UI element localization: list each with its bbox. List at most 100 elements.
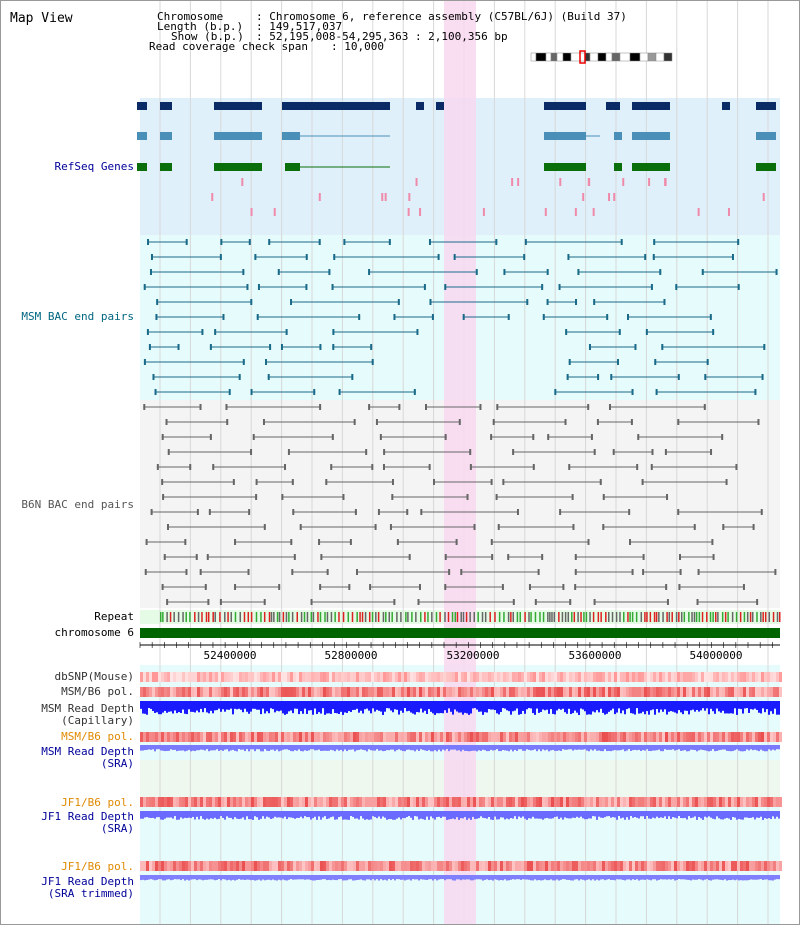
b6n-bac-end [466,494,469,500]
track-label-jf1-depth-sra[interactable]: JF1 Read Depth [41,810,134,823]
jf1-sra-depth-bar [486,811,488,819]
pol-cell [356,861,359,871]
pol-cell [410,861,413,871]
msm-sra-depth-bar [474,745,476,751]
msm-capillary-depth-bar [692,701,694,710]
pol-cell [710,732,713,742]
jf1-trimmed-depth-bar [470,875,472,881]
track-label-b6n-bac[interactable]: B6N BAC end pairs [21,498,134,511]
msm-capillary-depth-bar [696,701,698,710]
msm-capillary-depth-bar [436,701,438,714]
refseq-mark [250,208,253,216]
pol-cell [404,861,407,871]
jf1-sra-depth-bar [730,811,732,820]
jf1-sra-depth-bar [710,811,712,818]
msm-sra-depth-bar [298,745,300,750]
dbsnp-cell [557,672,560,682]
track-label-msm-depth-sra[interactable]: MSM Read Depth [41,745,134,758]
b6n-bac-end [479,404,482,410]
msm-bac-end [565,329,568,335]
jf1-trimmed-depth-bar [668,875,670,880]
msm-sra-depth-bar [194,745,196,752]
repeat-element [415,612,417,622]
pol-cell [431,797,434,807]
refseq-transcript [214,132,262,140]
msm-capillary-depth-bar [520,701,522,715]
msm-bac-end [763,344,766,350]
track-label-msm-b6-pol[interactable]: MSM/B6 pol. [61,685,134,698]
msm-sra-depth-bar [648,745,650,751]
track-label-dbsnp[interactable]: dbSNP(Mouse) [54,670,134,683]
pol-cell [161,797,164,807]
pol-cell [650,687,653,697]
msm-sra-depth-bar [592,745,594,751]
track-label-msm-bac[interactable]: MSM BAC end pairs [21,310,134,323]
jf1-sra-depth-bar [238,811,240,820]
b6n-bac-end [291,479,294,485]
jf1-trimmed-depth-bar [176,875,178,880]
pol-cell [635,732,638,742]
jf1-trimmed-depth-bar [558,875,560,881]
jf1-trimmed-depth-bar [300,875,302,880]
repeat-element [407,612,409,622]
jf1-sra-depth-bar [606,811,608,817]
msm-sra-depth-bar [218,745,220,751]
pol-cell [221,687,224,697]
pol-cell [686,797,689,807]
msm-sra-depth-bar [212,745,214,751]
dbsnp-cell [650,672,653,682]
msm-sra-depth-bar [280,745,282,751]
jf1-trimmed-depth-bar [352,875,354,881]
jf1-sra-depth-bar [140,811,142,819]
pol-cell [572,797,575,807]
track-label-repeat[interactable]: Repeat [94,610,134,623]
refseq-mark [608,193,611,201]
jf1-sra-depth-bar [534,811,536,819]
msm-sra-depth-bar [510,745,512,750]
track-label-jf1-depth-trimmed[interactable]: JF1 Read Depth [41,875,134,888]
b6n-bac-end [641,479,644,485]
pol-cell [776,687,779,697]
msm-sra-depth-bar [514,745,516,750]
msm-sra-depth-bar [602,745,604,752]
msm-capillary-depth-bar [298,701,300,715]
msm-capillary-depth-bar [466,701,468,714]
msm-capillary-depth-bar [440,701,442,714]
track-label-msm-depth-capillary[interactable]: MSM Read Depth [41,702,134,715]
pol-cell [323,861,326,871]
refseq-gene [416,102,424,110]
repeat-element [724,612,727,622]
jf1-sra-depth-bar [684,811,686,818]
msm-bac-end [655,389,658,395]
repeat-element [580,612,582,622]
dbsnp-cell [569,672,572,682]
track-label-jf1-b6-pol-2[interactable]: JF1/B6 pol. [61,860,134,873]
chromosome-bar [140,628,780,638]
pol-cell [599,687,602,697]
pol-cell [548,861,551,871]
msm-sra-depth-bar [722,745,724,750]
msm-capillary-depth-bar [192,701,194,712]
msm-sra-depth-bar [410,745,412,751]
pol-cell [269,732,272,742]
track-label-chromosome[interactable]: chromosome 6 [54,626,134,639]
track-label-msm-b6-pol-2[interactable]: MSM/B6 pol. [61,730,134,743]
jf1-sra-depth-bar [232,811,234,820]
track-label-jf1-b6-pol[interactable]: JF1/B6 pol. [61,796,134,809]
jf1-trimmed-depth-bar [502,875,504,881]
b6n-bac-end [650,464,653,470]
pol-cell [542,797,545,807]
b6n-bac-end [665,584,668,590]
b6n-bac-end [444,434,447,440]
track-label-refseq[interactable]: RefSeq Genes [54,160,134,173]
dbsnp-cell [494,672,497,682]
repeat-element [649,612,652,622]
msm-bac-end [631,389,634,395]
jf1-trimmed-depth-bar [612,875,614,880]
dbsnp-cell [458,672,461,682]
msm-sra-depth-bar [526,745,528,750]
pol-cell [140,861,143,871]
msm-capillary-depth-bar [344,701,346,713]
msm-sra-depth-bar [322,745,324,751]
